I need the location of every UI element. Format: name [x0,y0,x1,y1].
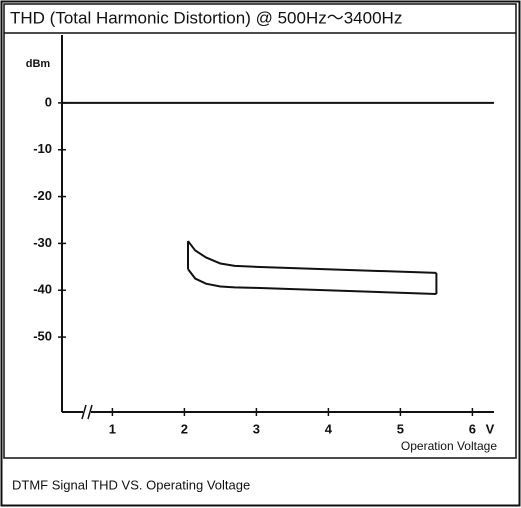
x-tick-label: 2 [181,421,188,436]
y-tick-label: -20 [33,188,52,203]
y-axis-label: dBm [26,58,51,70]
x-tick-label: 4 [325,421,333,436]
x-tick-label: 6 [469,421,476,436]
y-tick-label: -30 [33,235,52,250]
x-tick-label: 1 [109,421,116,436]
y-tick-label: -40 [33,282,52,297]
x-unit-label: V [486,421,495,436]
y-tick-label: 0 [45,94,52,109]
x-tick-label: 5 [397,421,404,436]
chart-title: THD (Total Harmonic Distortion) @ 500Hz～… [10,8,402,27]
series-line [187,268,437,295]
caption: DTMF Signal THD VS. Operating Voltage [12,477,250,492]
x-axis-label: Operation Voltage [401,439,497,453]
axis-break-gap [83,406,91,418]
y-tick-label: -10 [33,141,52,156]
series-line [187,240,437,274]
x-tick-label: 3 [253,421,260,436]
plot-frame [3,3,517,459]
y-tick-label: -50 [33,329,52,344]
axis-break [81,404,93,420]
